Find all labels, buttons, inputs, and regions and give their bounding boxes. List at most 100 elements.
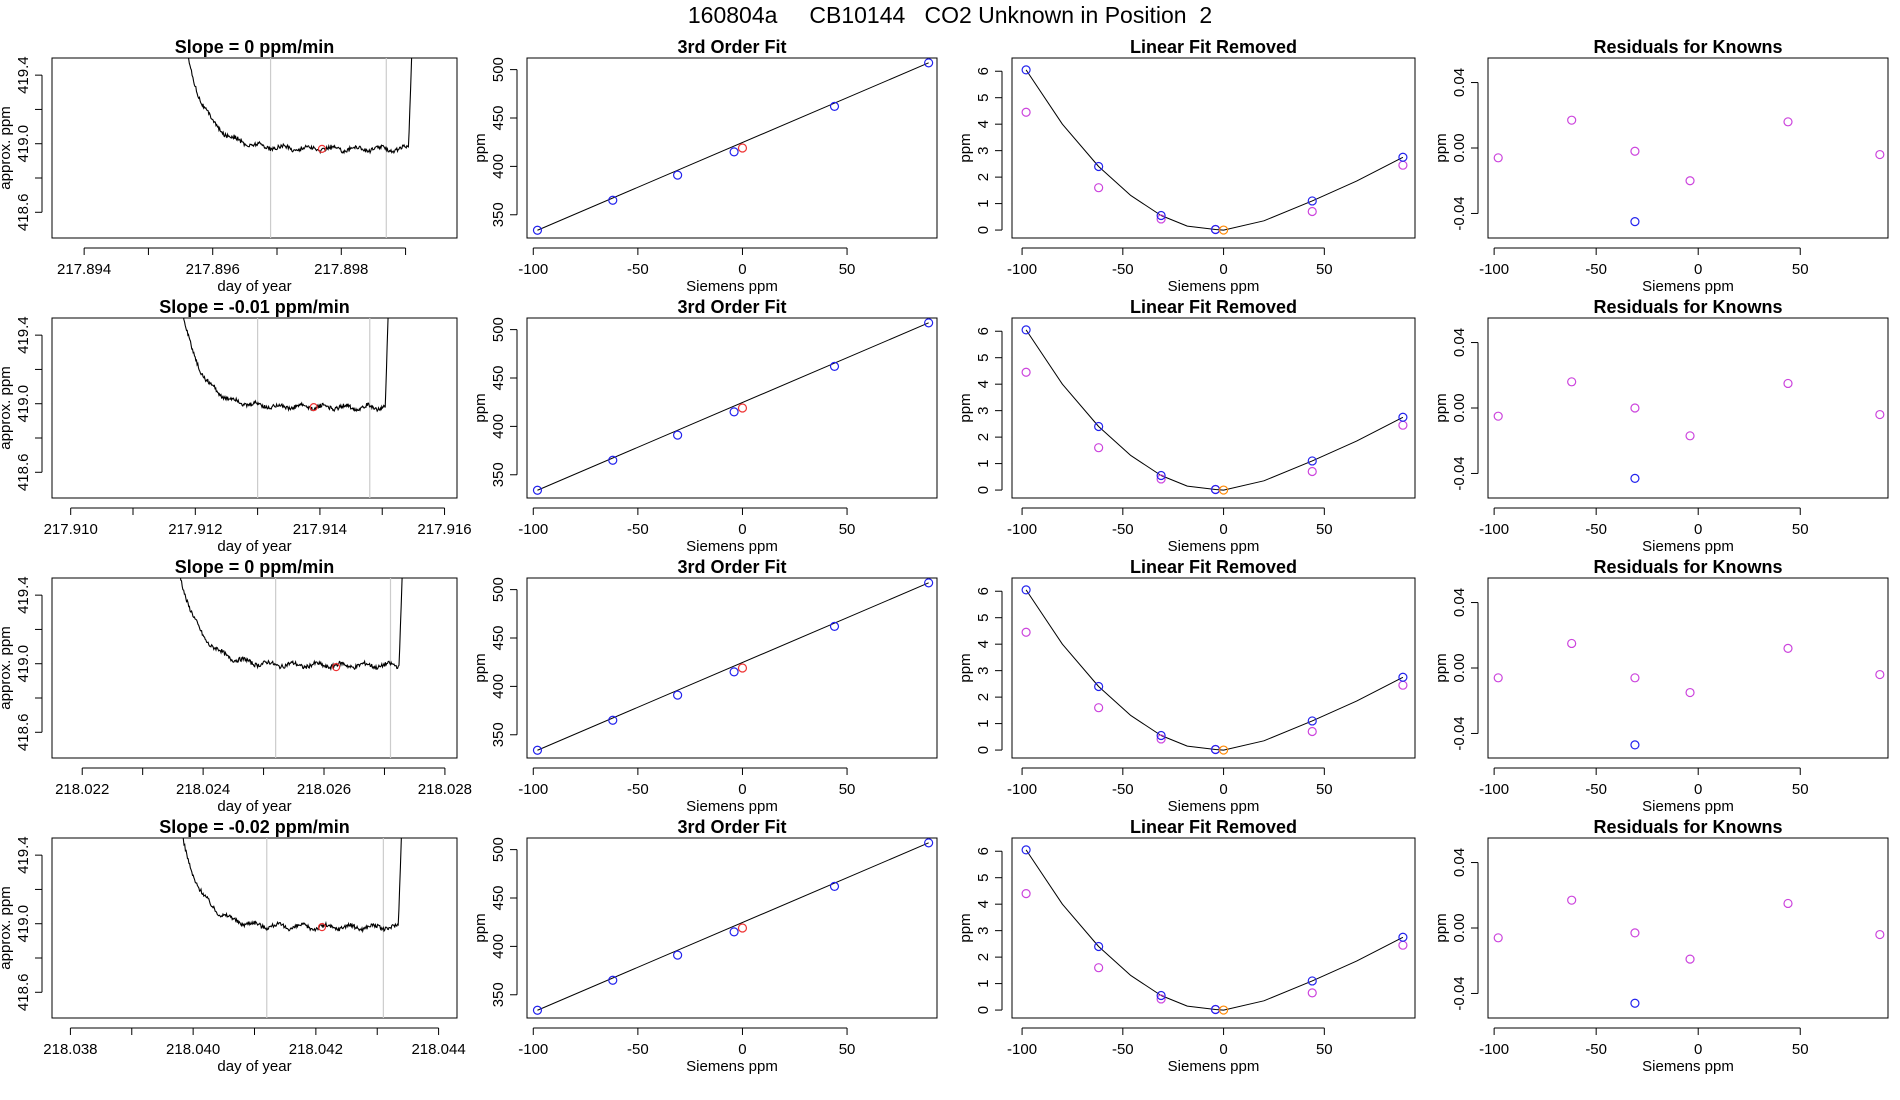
raw-point xyxy=(1398,420,1408,430)
known-standard-point xyxy=(924,318,934,328)
y-tick-label: 4 xyxy=(975,900,992,908)
x-tick-label: 218.044 xyxy=(411,1041,465,1058)
plot-frame xyxy=(526,577,938,759)
y-tick-label: 418.6 xyxy=(15,194,32,232)
y-tick-label: 450 xyxy=(490,885,507,910)
x-tick-label: 218.038 xyxy=(43,1041,97,1058)
x-axis-title: Siemens ppm xyxy=(686,278,778,295)
plot-frame xyxy=(51,577,458,759)
x-tick-label: 217.914 xyxy=(293,521,347,538)
plot-frame xyxy=(526,317,938,499)
known-standard-point xyxy=(729,407,739,417)
y-tick-label: 2 xyxy=(975,953,992,961)
x-axis-title: Siemens ppm xyxy=(1168,798,1260,815)
y-tick-label: 3 xyxy=(975,146,992,154)
y-axis-title: ppm xyxy=(957,913,974,942)
x-tick-label: 217.898 xyxy=(314,261,368,278)
x-tick-label: -100 xyxy=(1479,781,1509,798)
y-tick-label: 500 xyxy=(490,57,507,82)
raw-point xyxy=(1156,734,1166,744)
x-tick-label: 50 xyxy=(1316,1041,1333,1058)
y-tick-label: 0.00 xyxy=(1451,653,1468,682)
y-tick-label: 0.04 xyxy=(1451,68,1468,97)
residual-point xyxy=(1783,117,1793,127)
y-tick-label: -0.04 xyxy=(1451,716,1468,750)
x-tick-label: -50 xyxy=(1585,781,1607,798)
y-tick-label: 3 xyxy=(975,406,992,414)
detector-trace-line xyxy=(179,578,403,672)
known-standard-point xyxy=(1307,196,1317,206)
known-standard-point xyxy=(1307,456,1317,466)
known-standard-point xyxy=(729,667,739,677)
known-standard-point xyxy=(532,225,543,235)
x-tick-label: 0 xyxy=(738,261,746,278)
chart-panel-r3-linear_removed: Linear Fit Removed -100 -50 0 50 0 1 2 3 4 5 6 Sieme… xyxy=(957,557,1416,815)
chart-panel-r3-residuals: Residuals for Knowns -100 -50 0 50 -0.04 0.00 0… xyxy=(1433,557,1889,815)
y-axis-title: approx. ppm xyxy=(0,886,14,969)
x-tick-label: -100 xyxy=(518,521,548,538)
residual-curve xyxy=(1025,589,1404,751)
y-tick-label: 6 xyxy=(975,327,992,335)
y-axis-title: ppm xyxy=(957,653,974,682)
y-tick-label: 350 xyxy=(490,722,507,747)
x-tick-label: 50 xyxy=(1316,261,1333,278)
x-tick-label: 0 xyxy=(738,1041,746,1058)
raw-point xyxy=(1307,988,1317,998)
x-tick-label: 218.040 xyxy=(166,1041,220,1058)
residual-point xyxy=(1493,411,1503,421)
x-axis-title: day of year xyxy=(217,798,291,815)
y-axis-title: ppm xyxy=(1433,393,1450,422)
known-standard-point xyxy=(829,101,840,111)
raw-point xyxy=(1398,940,1408,950)
y-tick-label: 0 xyxy=(975,746,992,754)
residual-curve xyxy=(1025,69,1404,231)
x-tick-label: -50 xyxy=(627,521,649,538)
x-tick-label: -100 xyxy=(1479,521,1509,538)
y-tick-label: 2 xyxy=(975,173,992,181)
x-axis-title: day of year xyxy=(217,1058,291,1075)
plot-frame xyxy=(1487,57,1889,239)
y-tick-label: 0.04 xyxy=(1451,848,1468,877)
known-standard-point xyxy=(673,950,683,960)
y-axis-title: ppm xyxy=(472,653,489,682)
y-tick-label: 350 xyxy=(490,982,507,1007)
residual-point xyxy=(1783,898,1793,909)
x-tick-label: -100 xyxy=(1007,1041,1037,1058)
y-tick-label: 419.4 xyxy=(15,316,32,354)
y-tick-label: 350 xyxy=(490,202,507,227)
plot-frame xyxy=(526,57,938,239)
unknown-sample-marker xyxy=(309,403,318,412)
x-tick-label: -50 xyxy=(1112,781,1134,798)
known-standard-point xyxy=(673,170,683,180)
y-tick-label: 450 xyxy=(490,105,507,130)
raw-point xyxy=(1398,160,1408,170)
known-standard-point xyxy=(1156,470,1166,481)
y-tick-label: 0 xyxy=(975,486,992,494)
panel-title: Linear Fit Removed xyxy=(1130,297,1297,317)
known-standard-point xyxy=(1398,932,1408,942)
y-axis-title: ppm xyxy=(472,133,489,162)
known-standard-point xyxy=(1021,585,1031,595)
fit-line xyxy=(537,582,929,751)
plot-frame xyxy=(526,837,938,1019)
x-tick-label: -100 xyxy=(1007,521,1037,538)
residual-point-blue xyxy=(1630,473,1640,483)
x-tick-label: -100 xyxy=(1479,1041,1509,1058)
raw-point xyxy=(1307,726,1317,737)
residual-point xyxy=(1493,153,1503,163)
panel-title: 3rd Order Fit xyxy=(677,557,786,577)
residual-curve xyxy=(1025,329,1404,491)
x-tick-label: 0 xyxy=(1219,1041,1227,1058)
y-tick-label: 400 xyxy=(490,674,507,699)
x-tick-label: 217.916 xyxy=(417,521,471,538)
residual-point xyxy=(1630,146,1640,156)
residual-point xyxy=(1567,638,1577,649)
residual-point-blue xyxy=(1630,998,1640,1008)
plot-frame xyxy=(1011,317,1416,499)
plot-frame xyxy=(1487,577,1889,759)
known-standard-point xyxy=(608,195,618,205)
x-tick-label: 217.912 xyxy=(168,521,222,538)
panel-title: 3rd Order Fit xyxy=(677,297,786,317)
known-standard-point xyxy=(1094,161,1104,172)
known-standard-point xyxy=(924,578,934,588)
